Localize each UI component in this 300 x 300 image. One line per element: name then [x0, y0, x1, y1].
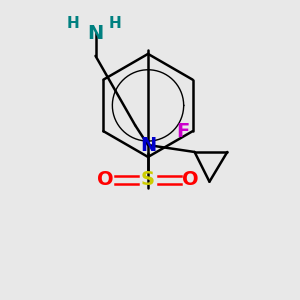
Text: S: S [141, 170, 155, 189]
Text: N: N [87, 24, 104, 43]
Text: N: N [140, 136, 156, 154]
Text: O: O [182, 170, 199, 189]
Text: H: H [109, 16, 122, 31]
Text: O: O [97, 170, 114, 189]
Text: F: F [176, 122, 189, 141]
Text: H: H [66, 16, 79, 31]
